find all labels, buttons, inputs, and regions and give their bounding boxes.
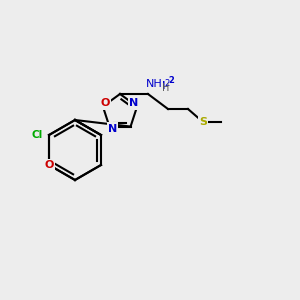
Text: O: O	[100, 98, 110, 108]
Text: NH: NH	[146, 79, 162, 89]
Text: 2: 2	[168, 76, 174, 85]
Text: N: N	[130, 98, 139, 108]
Text: N: N	[108, 124, 117, 134]
Text: S: S	[199, 117, 207, 127]
Text: Cl: Cl	[32, 130, 43, 140]
Text: 2: 2	[164, 79, 169, 88]
Text: NH: NH	[147, 81, 165, 91]
Text: O: O	[44, 160, 54, 170]
Text: H: H	[162, 83, 169, 93]
